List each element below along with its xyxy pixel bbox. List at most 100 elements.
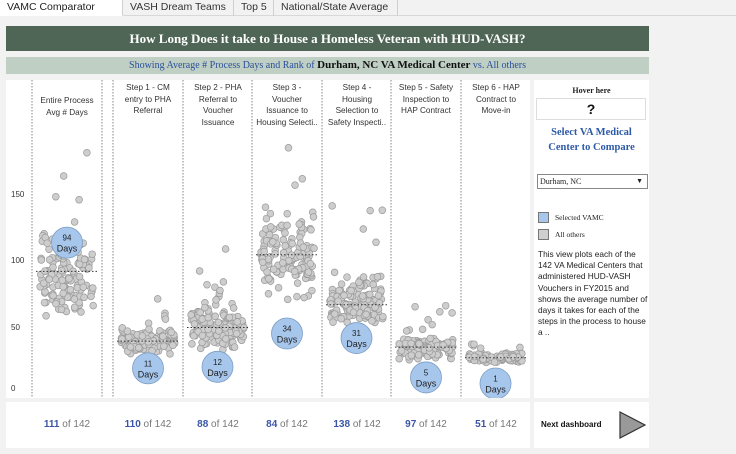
selected-vamc-label: Days	[138, 369, 159, 379]
selected-vamc-marker	[132, 352, 164, 385]
vamc-dot	[470, 352, 479, 361]
vamc-dot	[195, 267, 204, 275]
dot-plot-chart[interactable]: 94 Days 11 Days 12 Days 34 Days 31 Days 5 Days 1 Days…	[6, 80, 530, 398]
vamc-dot	[65, 274, 73, 283]
selected-vamc-label: 11	[144, 359, 153, 368]
vamc-dot	[436, 308, 444, 316]
vamc-dot	[283, 209, 291, 218]
description-text: This view plots each of the 142 VA Medic…	[538, 249, 648, 338]
vamc-dot	[395, 340, 403, 348]
selected-vamc-label: 12	[213, 358, 222, 367]
vamc-dot	[159, 332, 167, 341]
rank-step-2: 88 of 142	[183, 419, 253, 430]
vamc-dot	[169, 341, 177, 350]
rank-value: 88	[197, 419, 209, 430]
vamc-dot	[69, 267, 77, 276]
selected-vamc-marker	[201, 350, 234, 383]
vamc-dot	[87, 292, 95, 301]
vamc-dot	[203, 280, 211, 289]
vamc-dot	[296, 252, 304, 261]
vamc-dot	[334, 297, 342, 305]
vamc-dot	[196, 308, 204, 317]
rank-row: 111 of 142 110 of 142 88 of 142 84 of 14…	[6, 402, 530, 448]
vamc-dot	[428, 320, 436, 329]
rank-total: of 142	[62, 419, 91, 430]
vamc-dot	[395, 354, 403, 363]
vamc-dot	[369, 280, 377, 289]
play-arrow-icon[interactable]	[618, 411, 646, 439]
vamc-dot	[52, 192, 60, 201]
vamc-dot	[160, 342, 168, 350]
vamc-dot	[166, 350, 174, 358]
chevron-down-icon[interactable]: ▼	[636, 177, 643, 185]
vamc-dropdown[interactable]: Durham, NC ▼	[537, 174, 648, 189]
rank-value: 84	[266, 419, 278, 430]
vamc-dot	[79, 283, 88, 291]
vamc-dot	[402, 327, 411, 335]
vamc-dot	[233, 318, 242, 326]
legend-swatch	[538, 229, 549, 240]
vamc-dot	[366, 206, 374, 215]
selected-vamc-marker	[340, 322, 373, 354]
vamc-dot	[304, 268, 313, 276]
vamc-dot	[167, 328, 176, 337]
vamc-dot	[309, 213, 318, 221]
vamc-dot	[222, 335, 230, 343]
vamc-dot	[295, 220, 303, 228]
vamc-dot	[290, 267, 299, 276]
vamc-dot	[57, 305, 66, 314]
rank-value: 138	[333, 419, 351, 430]
vamc-dot	[411, 302, 419, 311]
rank-step-6: 51 of 142	[461, 419, 531, 430]
vamc-dot	[379, 312, 387, 321]
selected-vamc-marker	[479, 367, 512, 398]
vamc-dot	[70, 295, 79, 303]
vamc-dot	[307, 226, 315, 234]
next-dashboard-button[interactable]: Next dashboard	[534, 402, 649, 448]
vamc-dot	[397, 346, 406, 355]
selected-vamc-label: Days	[416, 378, 437, 388]
vamc-dot	[490, 358, 499, 366]
vamc-dot	[214, 318, 223, 327]
tab-vash-dream-teams[interactable]: VASH Dream Teams	[123, 0, 234, 16]
vamc-dot	[232, 329, 241, 338]
rank-step-4: 138 of 142	[322, 419, 392, 430]
vamc-dot	[153, 295, 162, 303]
rank-total: of 142	[489, 419, 517, 430]
vamc-dot	[470, 340, 478, 348]
subtitle-suffix: vs. All others	[472, 60, 526, 71]
vamc-dot	[59, 172, 68, 180]
vamc-dot	[288, 239, 296, 248]
rank-step-3: 84 of 142	[252, 419, 322, 430]
vamc-dot	[134, 344, 143, 352]
vamc-dot	[66, 285, 75, 294]
tab-vamc-comparator[interactable]: VAMC Comparator	[0, 0, 123, 16]
subtitle-prefix: Showing Average # Process Days and Rank …	[129, 60, 315, 71]
vamc-dot	[368, 317, 376, 325]
selected-vamc-label: 94	[63, 234, 72, 243]
vamc-dot	[215, 327, 223, 335]
vamc-dot	[188, 340, 196, 348]
column-header-step-2: Step 2 - PHA Referral to Voucher Issuanc…	[194, 83, 242, 127]
vamc-dot	[75, 196, 83, 204]
vamc-dot	[145, 325, 153, 333]
vamc-dot	[343, 273, 351, 281]
vamc-dot	[75, 272, 84, 281]
tab-national-state-average[interactable]: National/State Average	[274, 0, 398, 16]
next-dashboard-label: Next dashboard	[541, 420, 602, 429]
vamc-dot	[123, 327, 132, 335]
vamc-dot	[201, 303, 209, 312]
vamc-dot	[327, 300, 335, 308]
vamc-dot	[407, 351, 416, 360]
vamc-dot	[274, 283, 283, 292]
y-tick-label: 0	[11, 384, 16, 393]
vamc-dot	[263, 268, 271, 276]
legend-label: All others	[555, 230, 585, 239]
vamc-dot	[293, 292, 301, 301]
vamc-dot	[266, 209, 275, 218]
tab-top-5[interactable]: Top 5	[234, 0, 274, 16]
hover-box[interactable]: ?	[536, 98, 646, 120]
vamc-dot	[407, 339, 415, 348]
vamc-dot	[219, 278, 228, 286]
